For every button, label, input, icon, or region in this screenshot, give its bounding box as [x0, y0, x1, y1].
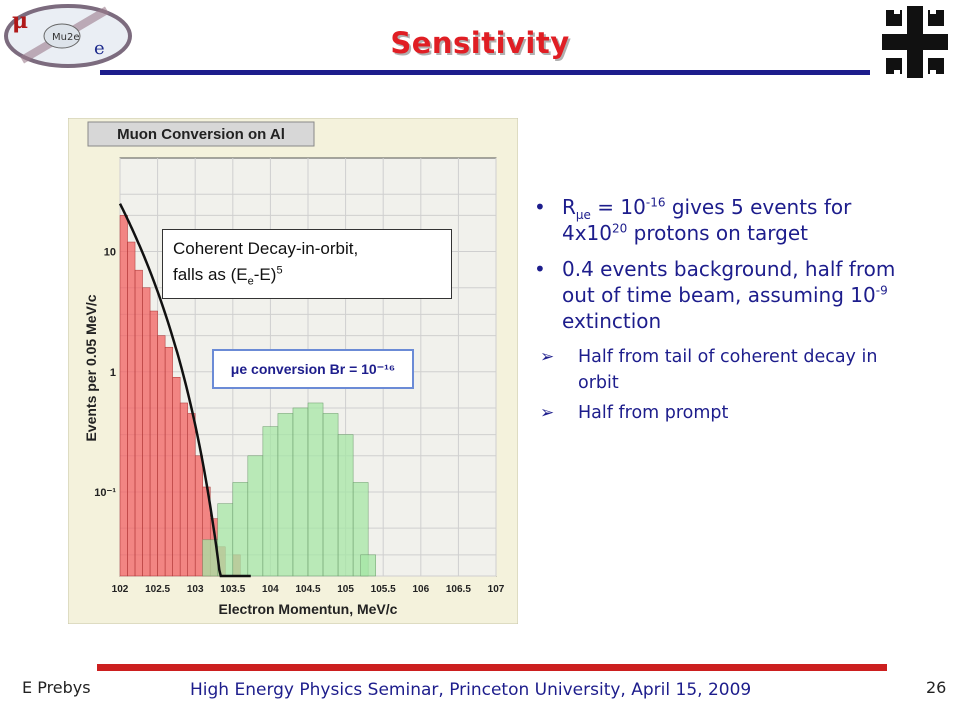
bullet-background: • 0.4 events background, half from out o… — [534, 257, 896, 333]
y-tick-label: 1 — [110, 367, 116, 379]
svg-text:μ: μ — [12, 8, 28, 34]
x-tick-label: 102.5 — [145, 584, 170, 595]
bar — [307, 402, 324, 577]
bar — [187, 413, 196, 577]
footer-seminar: High Energy Physics Seminar, Princeton U… — [190, 680, 752, 700]
arrow-icon: ➢ — [540, 347, 555, 367]
x-tick-label: 105.5 — [371, 584, 396, 595]
bar — [149, 310, 158, 577]
x-tick-label: 106 — [412, 584, 429, 595]
svg-text:e: e — [94, 38, 105, 59]
bullet-list: • Rμe = 10-16 gives 5 events for 4x1020 … — [534, 194, 914, 430]
bar — [164, 346, 173, 577]
x-axis-label: Electron Momentun, MeV/c — [219, 601, 398, 617]
bar — [232, 482, 249, 577]
y-axis-label: Events per 0.05 MeV/c — [83, 294, 99, 441]
dio-fit-line — [118, 203, 251, 578]
bar — [194, 455, 203, 577]
bar — [217, 503, 234, 577]
y-tick-labels: 10 1 10⁻¹ — [94, 247, 116, 499]
callout-line1: Coherent Decay-in-orbit, — [173, 239, 359, 258]
fermilab-logo — [882, 6, 948, 78]
bar — [247, 455, 264, 577]
bar — [337, 434, 354, 577]
series-conversion — [202, 402, 376, 577]
x-tick-label: 102 — [112, 584, 129, 595]
svg-text:Mu2e: Mu2e — [52, 32, 79, 43]
x-tick-label: 104 — [262, 584, 279, 595]
bar — [277, 413, 294, 577]
y-tick-label: 10 — [104, 247, 116, 259]
title-rule — [100, 70, 870, 75]
legend-box: μe conversion Br = 10⁻¹⁶ — [231, 361, 395, 377]
bar — [157, 335, 166, 577]
bar — [119, 215, 128, 577]
page-number: 26 — [926, 678, 947, 697]
sub-bullet-tail: ➢ Half from tail of coherent decay in or… — [540, 344, 914, 396]
x-tick-label: 106.5 — [446, 584, 471, 595]
slide-title: Sensitivity — [390, 26, 570, 60]
bar — [142, 287, 151, 577]
bar — [322, 413, 339, 577]
bar — [134, 269, 143, 577]
bar — [127, 241, 136, 577]
footer-rule — [97, 664, 887, 671]
callout-box: Coherent Decay-in-orbit, falls as (Ee-E)… — [162, 229, 452, 299]
bar — [292, 407, 309, 577]
y-tick-label: 10⁻¹ — [94, 487, 116, 499]
bar — [172, 377, 181, 577]
chart-title: Muon Conversion on Al — [117, 126, 285, 143]
x-tick-label: 107 — [488, 584, 505, 595]
x-tick-labels: 102 102.5 103 103.5 104 104.5 105 105.5 106 106.5… — [112, 584, 505, 595]
x-tick-label: 104.5 — [295, 584, 320, 595]
x-tick-label: 105 — [337, 584, 354, 595]
footer-author: E Prebys — [22, 678, 91, 697]
muon-conversion-plot: Muon Conversion on Al 102 102.5 103 103.5 10… — [68, 118, 518, 624]
mu2e-logo: μ Mu2e e — [4, 4, 132, 68]
bullet-rate: • Rμe = 10-16 gives 5 events for 4x1020 … — [534, 195, 852, 245]
arrow-icon: ➢ — [540, 403, 555, 423]
bar — [179, 402, 188, 577]
x-tick-label: 103 — [187, 584, 204, 595]
x-tick-label: 103.5 — [220, 584, 245, 595]
sub-bullet-prompt: ➢ Half from prompt — [540, 400, 914, 426]
dio-curve — [118, 203, 251, 578]
bar — [262, 426, 279, 577]
bar — [360, 554, 376, 577]
